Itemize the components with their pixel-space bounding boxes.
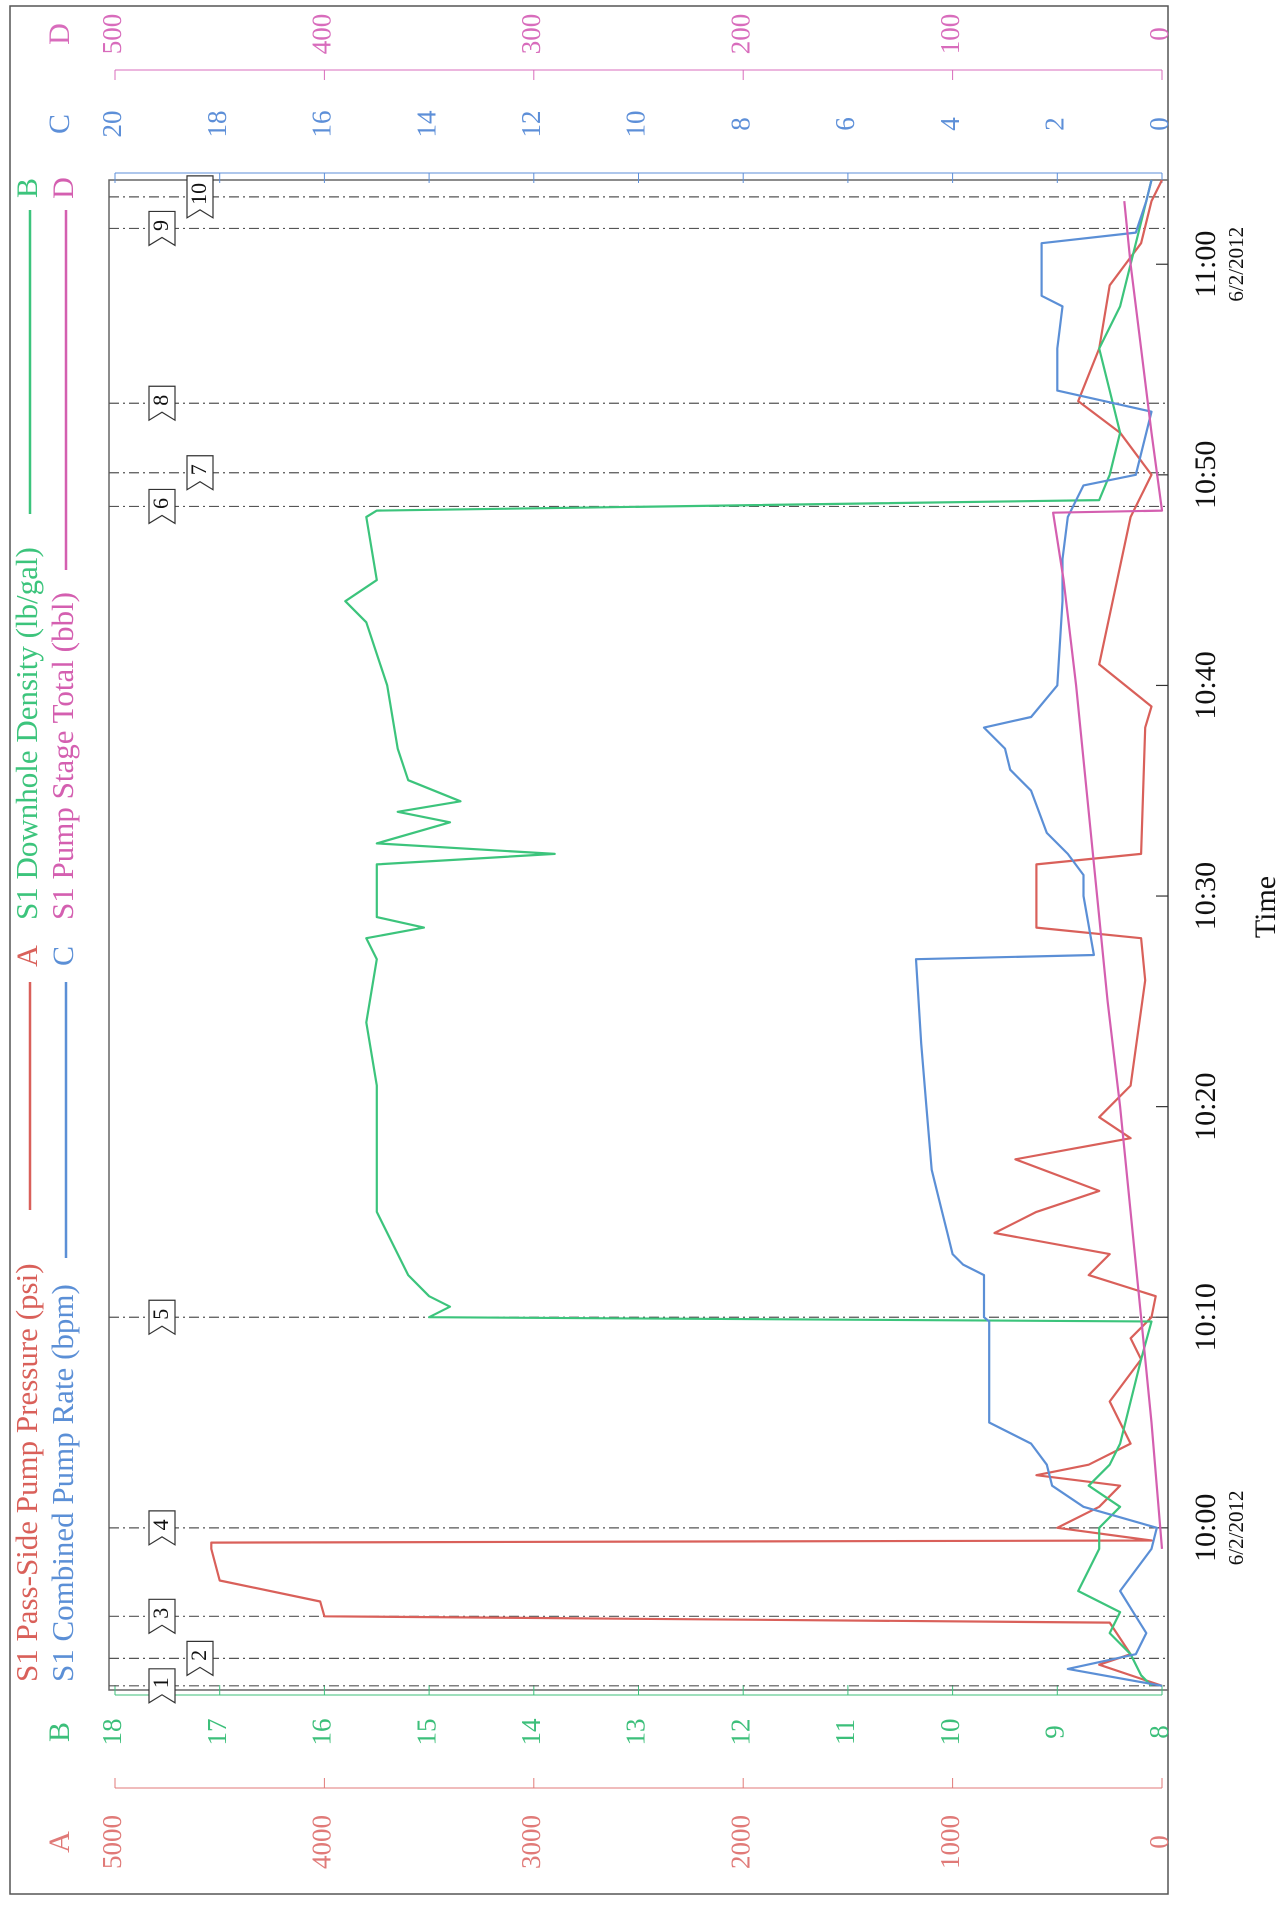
- marker-flag: [148, 210, 176, 247]
- marker-flag: [148, 1299, 176, 1336]
- marker-flag: [148, 1668, 176, 1704]
- marker-label: 10: [186, 183, 211, 205]
- y-tick-label: 100: [935, 14, 965, 55]
- marker-label: 8: [148, 395, 173, 406]
- series-line: [210, 179, 1163, 1687]
- legend-axis-letter: A: [11, 945, 44, 967]
- x-tick-label: 10:20: [1189, 1072, 1222, 1140]
- axis-letter: D: [43, 23, 76, 45]
- y-tick-label: 15: [411, 1719, 441, 1746]
- x-tick-label: 10:10: [1189, 1283, 1222, 1351]
- y-tick-label: 13: [621, 1719, 651, 1746]
- y-tick-label: 16: [307, 111, 337, 138]
- marker-flag: [148, 1510, 176, 1546]
- legend-axis-letter: D: [47, 177, 80, 199]
- axis-letter: C: [43, 114, 76, 134]
- y-tick-label: 0: [1144, 117, 1174, 131]
- y-tick-label: 2: [1040, 117, 1070, 131]
- x-axis-title: Time: [1249, 876, 1282, 938]
- y-tick-label: 8: [725, 117, 755, 131]
- y-tick-label: 8: [1144, 1725, 1174, 1739]
- y-tick-label: 3000: [516, 1815, 546, 1869]
- marker-label: 4: [148, 1519, 173, 1530]
- y-tick-label: 2000: [725, 1815, 755, 1869]
- axis-letter: A: [43, 1831, 76, 1853]
- marker-label: 7: [186, 464, 211, 475]
- y-tick-label: 4000: [307, 1815, 337, 1869]
- y-tick-label: 500: [97, 14, 127, 55]
- y-tick-label: 4: [935, 117, 965, 131]
- x-tick-label: 10:40: [1189, 651, 1222, 719]
- series-line: [914, 179, 1163, 1687]
- marker-label: 1: [148, 1677, 173, 1688]
- y-tick-label: 17: [202, 1719, 232, 1746]
- axis-letter: B: [43, 1722, 76, 1742]
- y-tick-label: 20: [97, 111, 127, 138]
- x-tick-label: 10:50: [1189, 441, 1222, 509]
- y-tick-label: 12: [516, 111, 546, 138]
- marker-flag: [148, 385, 176, 422]
- y-tick-label: 14: [516, 1718, 546, 1746]
- legend-label: S1 Pass-Side Pump Pressure (psi): [9, 1263, 44, 1682]
- series-line: [344, 179, 1153, 1687]
- marker-label: 9: [148, 220, 173, 231]
- legend-label: S1 Combined Pump Rate (bpm): [45, 1284, 80, 1682]
- y-tick-label: 9: [1040, 1725, 1070, 1739]
- legend-label: S1 Pump Stage Total (bbl): [45, 592, 80, 920]
- y-tick-label: 12: [725, 1719, 755, 1746]
- y-tick-label: 10: [621, 111, 651, 138]
- outer-frame: [9, 5, 1169, 1895]
- y-tick-label: 1000: [935, 1815, 965, 1869]
- legend-axis-letter: C: [47, 946, 80, 966]
- marker-label: 6: [148, 498, 173, 509]
- y-tick-label: 0: [1144, 1835, 1174, 1849]
- y-tick-label: 300: [516, 14, 546, 55]
- y-tick-label: 10: [935, 1719, 965, 1746]
- y-tick-label: 14: [411, 110, 441, 138]
- marker-label: 5: [148, 1309, 173, 1320]
- y-tick-label: 16: [307, 1719, 337, 1746]
- y-tick-label: 18: [97, 1719, 127, 1746]
- y-tick-label: 400: [307, 14, 337, 55]
- marker-flag: [186, 1640, 214, 1677]
- x-tick-label: 11:00: [1189, 231, 1222, 298]
- y-tick-label: 11: [830, 1719, 860, 1745]
- y-tick-label: 6: [830, 117, 860, 131]
- x-date-label: 6/2/2012: [1224, 1491, 1248, 1566]
- x-date-label: 6/2/2012: [1224, 227, 1248, 302]
- legend-axis-letter: B: [11, 178, 44, 198]
- x-tick-label: 10:00: [1189, 1494, 1222, 1562]
- y-tick-label: 5000: [97, 1815, 127, 1869]
- x-tick-label: 10:30: [1189, 862, 1222, 930]
- legend-label: S1 Downhole Density (lb/gal): [9, 547, 44, 920]
- marker-flag: [186, 455, 214, 491]
- marker-flag: [148, 1598, 176, 1635]
- y-tick-label: 0: [1144, 27, 1174, 41]
- marker-label: 2: [186, 1650, 211, 1661]
- marker-flag: [148, 488, 176, 525]
- y-tick-label: 200: [725, 14, 755, 55]
- y-tick-label: 18: [202, 111, 232, 138]
- marker-label: 3: [148, 1608, 173, 1619]
- plot-frame: [108, 179, 1169, 1691]
- marker-flag: [186, 175, 214, 219]
- series-line: [1052, 200, 1164, 1549]
